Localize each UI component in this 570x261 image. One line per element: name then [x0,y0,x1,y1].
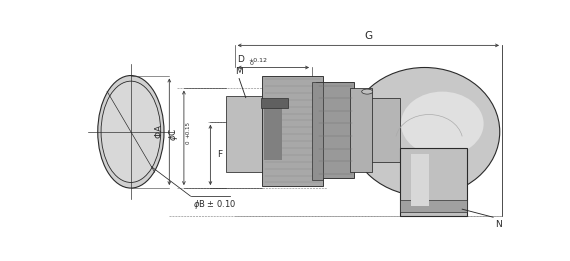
Ellipse shape [401,92,483,156]
Bar [261,98,288,108]
Text: N: N [495,220,502,229]
Text: $\Phi$A: $\Phi$A [153,124,164,139]
Text: G: G [364,31,372,41]
Ellipse shape [101,81,161,182]
Bar [349,88,372,172]
Bar [367,98,400,162]
Bar [262,75,323,186]
Text: 0: 0 [249,61,253,66]
Text: D: D [237,56,244,64]
Text: +0.12: +0.12 [248,58,267,63]
Text: F: F [217,150,222,159]
Text: 0: 0 [185,140,190,144]
Bar [264,108,282,160]
Text: +0.15: +0.15 [185,121,190,138]
Text: $\phi$C: $\phi$C [168,127,180,141]
Bar [312,81,323,180]
Bar [400,200,467,212]
Bar [400,148,467,216]
Ellipse shape [349,68,500,196]
Bar [412,154,429,206]
Ellipse shape [362,89,373,94]
Text: $\phi$B ± 0.10: $\phi$B ± 0.10 [193,198,237,211]
Text: M: M [235,67,242,75]
Ellipse shape [98,75,164,188]
Bar [316,81,354,178]
Bar [226,96,263,172]
